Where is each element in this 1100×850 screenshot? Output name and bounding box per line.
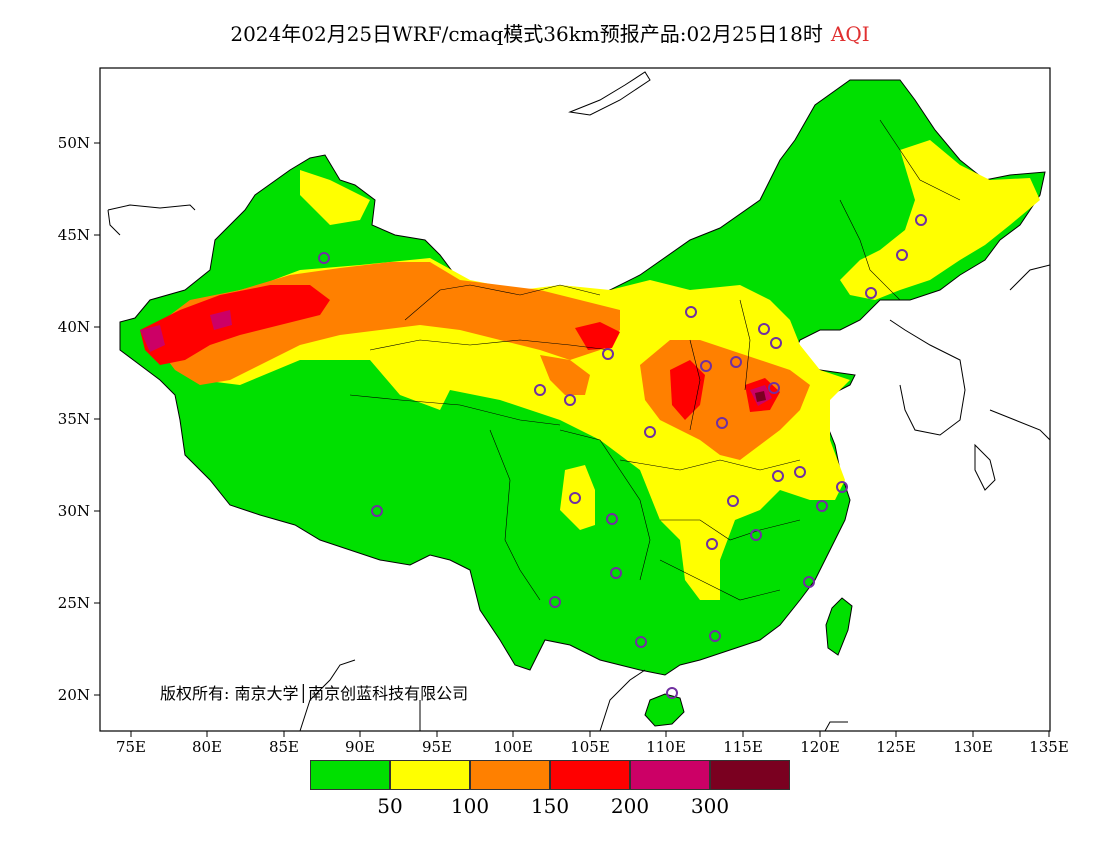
axis-ticks — [94, 142, 1050, 737]
aqi-zone-red-hexi — [575, 322, 620, 350]
lon-label: 120E — [800, 738, 840, 756]
lon-label: 100E — [493, 738, 533, 756]
legend-label: 300 — [690, 794, 730, 818]
legend-swatch — [710, 760, 790, 790]
lat-label: 25N — [57, 594, 90, 612]
province-boundaries — [349, 119, 961, 601]
aqi-zone-purple-tarim — [140, 325, 165, 352]
korea-coastline — [889, 319, 966, 436]
lon-label: 125E — [876, 738, 916, 756]
aqi-zone-orange-ordos — [540, 355, 590, 395]
lon-label: 130E — [953, 738, 993, 756]
legend-label: 100 — [450, 794, 490, 818]
title-variable: AQI — [830, 22, 870, 46]
title-main: 2024年02月25日WRF/cmaq模式36km预报产品:02月25日18时 — [230, 22, 823, 46]
lon-label: 105E — [570, 738, 610, 756]
map-frame — [99, 67, 1051, 732]
legend-swatch — [390, 760, 470, 790]
legend-label: 200 — [610, 794, 650, 818]
lon-label: 115E — [723, 738, 763, 756]
sakhalin-coastline — [1009, 264, 1050, 291]
legend-swatch — [630, 760, 710, 790]
legend-swatch — [550, 760, 630, 790]
legend-label: 50 — [377, 794, 403, 818]
aqi-zone-red-tarim — [140, 285, 330, 365]
lon-label: 90E — [344, 738, 376, 756]
lon-label: 80E — [191, 738, 223, 756]
lon-label: 110E — [646, 738, 686, 756]
lat-label: 50N — [57, 134, 90, 152]
legend-label: 150 — [530, 794, 570, 818]
japan-coastline — [974, 409, 1050, 491]
kazakh-border — [107, 204, 196, 236]
lat-label: 40N — [57, 318, 90, 336]
aqi-zone-yellow-dzungaria — [300, 170, 370, 225]
baikal-lake — [568, 71, 651, 116]
lat-label: 45N — [57, 226, 90, 244]
aqi-zone-yellow-northeast — [840, 140, 1040, 300]
aqi-zone-red-shanxi — [670, 360, 705, 420]
lon-label: 85E — [268, 738, 300, 756]
lon-label: 135E — [1029, 738, 1069, 756]
lat-label: 30N — [57, 502, 90, 520]
aqi-zone-maroon-hebei — [755, 391, 766, 402]
lon-label: 95E — [421, 738, 453, 756]
legend-swatch — [470, 760, 550, 790]
aqi-zone-purple-tarim-east — [210, 310, 232, 330]
copyright-text: 版权所有: 南京大学│南京创蓝科技有限公司 — [160, 684, 469, 703]
taiwan-island — [825, 597, 853, 656]
lat-label: 20N — [57, 686, 90, 704]
lon-label: 75E — [115, 738, 147, 756]
lat-label: 35N — [57, 410, 90, 428]
aqi-zone-yellow-sichuan — [560, 465, 595, 530]
map-title: 2024年02月25日WRF/cmaq模式36km预报产品:02月25日18时 A… — [0, 18, 1100, 47]
legend-swatch — [310, 760, 390, 790]
south-peninsula-coast — [299, 659, 848, 731]
city-markers — [318, 214, 927, 699]
